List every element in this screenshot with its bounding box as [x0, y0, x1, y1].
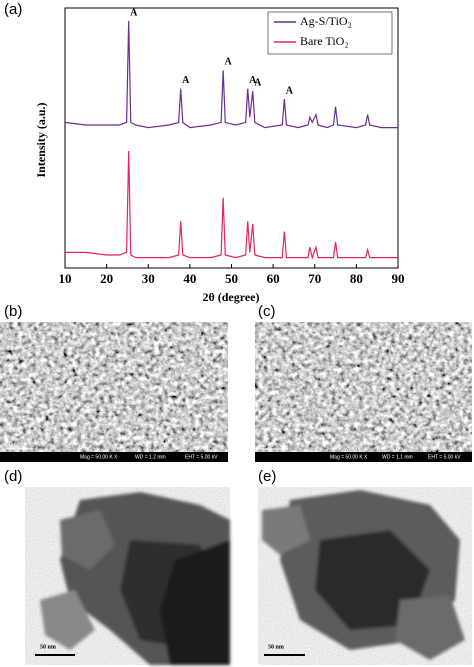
- peak-label: A: [286, 85, 294, 96]
- panel-label: (d): [4, 468, 22, 485]
- info-bar: [0, 452, 228, 462]
- scale-label: 200 nm: [259, 441, 276, 447]
- x-tick-label: 90: [392, 271, 405, 286]
- peak-label: A: [254, 77, 262, 88]
- sem-image: [255, 322, 472, 462]
- info-text: Mag = 50.00 K X: [80, 454, 118, 460]
- series-line: [65, 150, 398, 260]
- x-tick-label: 50: [225, 271, 238, 286]
- y-axis-label: Intensity (a.u.): [34, 102, 48, 177]
- legend-box: [267, 11, 393, 55]
- info-text: WD = 1.2 mm: [135, 454, 166, 460]
- legend-label: Bare TiO₂: [300, 34, 349, 48]
- peak-label: A: [130, 7, 138, 18]
- info-text: WD = 1.1 mm: [382, 454, 413, 460]
- particles: [262, 490, 465, 660]
- scale-label: 200 nm: [4, 441, 21, 447]
- peak-label: A: [225, 57, 233, 68]
- particles: [40, 492, 230, 665]
- scale-label: 50 nm: [40, 644, 56, 650]
- sem-image: [0, 322, 228, 462]
- x-tick-label: 10: [59, 271, 72, 286]
- x-tick-label: 60: [267, 271, 280, 286]
- x-tick-label: 30: [142, 271, 155, 286]
- x-axis-label: 2θ (degree): [202, 290, 259, 304]
- series-line: [64, 20, 398, 129]
- x-tick-label: 20: [100, 271, 113, 286]
- peak-label: A: [182, 75, 190, 86]
- info-text: Mag = 50.00 K X: [330, 454, 368, 460]
- info-text: EHT = 5.00 kV: [428, 454, 461, 460]
- panel-label: (c): [258, 303, 276, 320]
- x-tick-label: 80: [350, 271, 363, 286]
- x-tick-label: 40: [183, 271, 196, 286]
- panel-label: (a): [4, 1, 22, 18]
- info-text: EHT = 5.00 kV: [185, 454, 218, 460]
- legend-label: Ag-S/TiO₂: [300, 14, 352, 28]
- x-tick-label: 70: [308, 271, 321, 286]
- panel-label: (e): [258, 468, 276, 485]
- panel-label: (b): [4, 303, 22, 320]
- peak-label: A: [249, 75, 257, 86]
- scale-label: 50 nm: [268, 644, 284, 650]
- info-bar: [255, 452, 472, 462]
